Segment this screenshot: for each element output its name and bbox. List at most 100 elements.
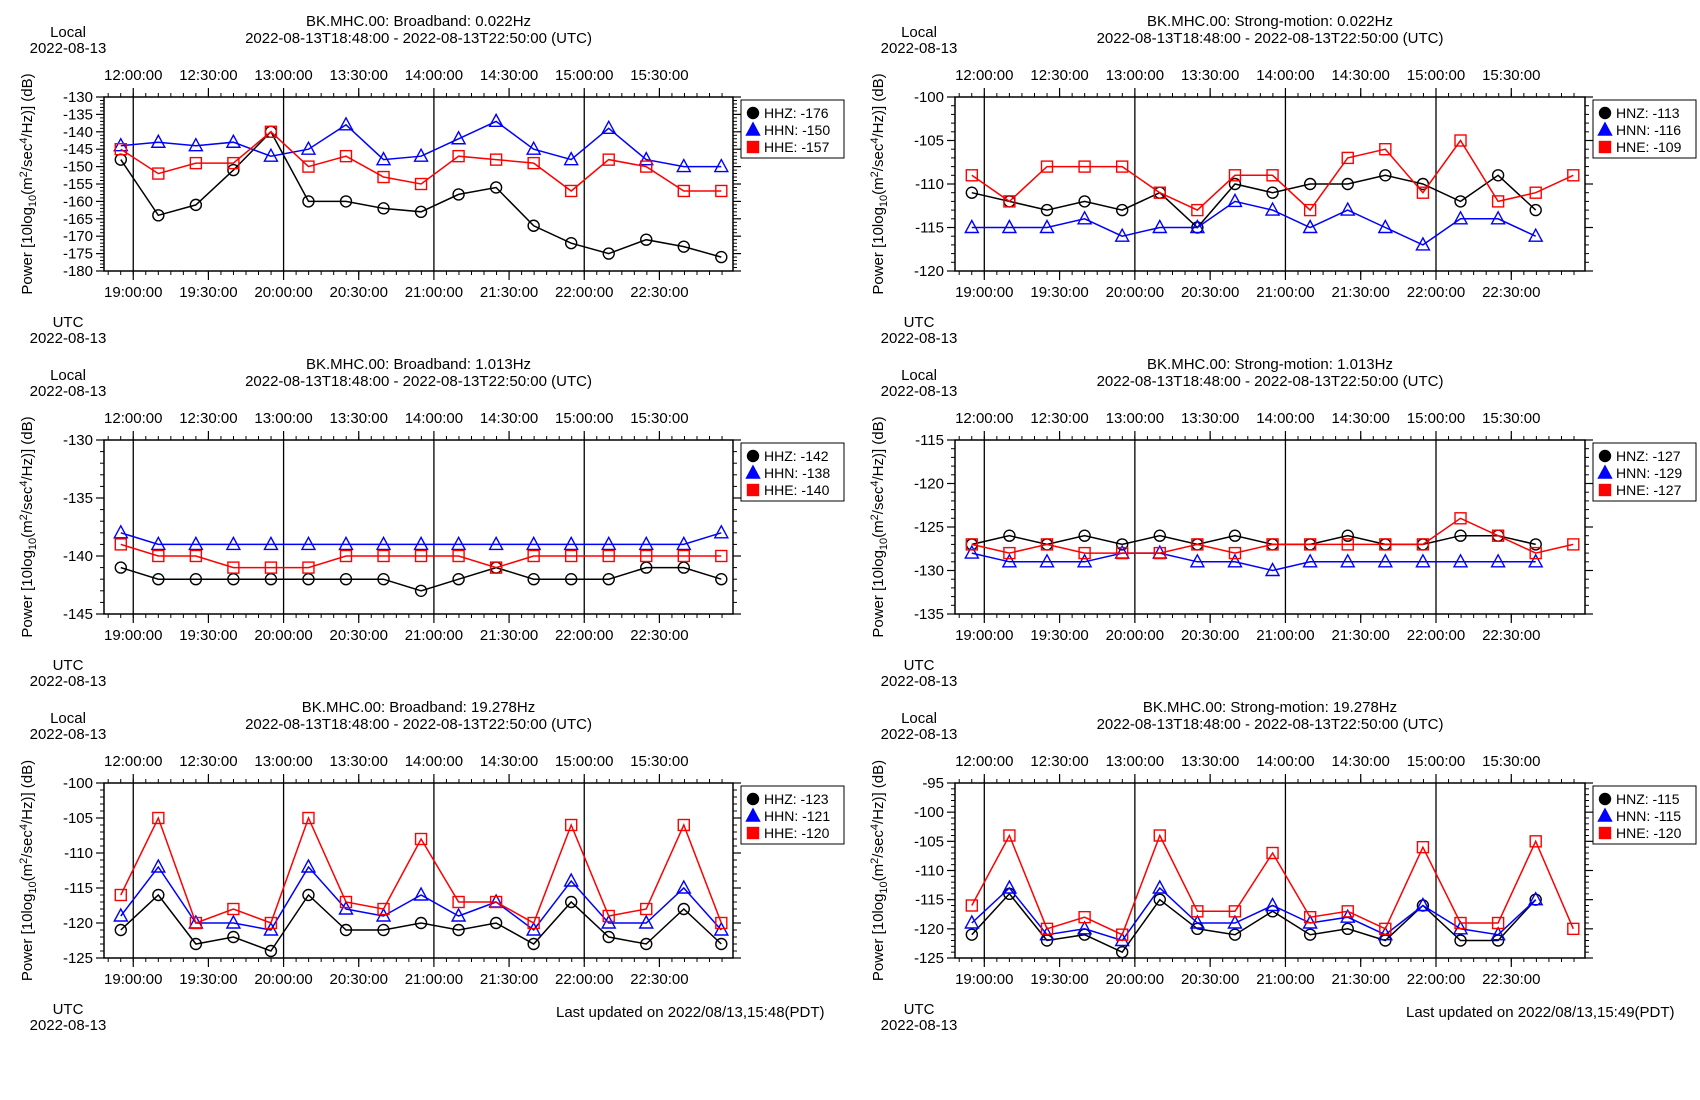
y-tick-label: -120: [914, 476, 944, 493]
x-tick-label-utc: 21:30:00: [1332, 971, 1390, 988]
data-point: [527, 937, 540, 951]
x-tick-label-utc: 20:30:00: [1181, 971, 1239, 988]
legend-marker: [746, 106, 760, 120]
data-point: [1490, 553, 1506, 568]
data-point: [1078, 546, 1091, 560]
series-line: [120, 566, 722, 592]
x-tick-label-utc: 20:30:00: [330, 971, 388, 988]
data-point: [450, 535, 467, 551]
y-tick-label: -140: [63, 124, 93, 141]
data-point: [601, 119, 617, 135]
x-tick-label-local: 14:00:00: [1256, 753, 1314, 770]
data-point: [1567, 169, 1580, 182]
data-point: [1491, 916, 1505, 930]
x-tick-label-local: 12:00:00: [955, 410, 1013, 427]
chart-subtitle: 2022-08-13T18:48:00 - 2022-08-13T22:50:0…: [1097, 30, 1444, 47]
data-point: [489, 153, 503, 166]
y-tick-label: -100: [63, 775, 93, 792]
series-line: [971, 833, 1574, 936]
plot-frame: [103, 439, 734, 615]
data-point: [414, 177, 428, 191]
data-point: [1266, 186, 1279, 199]
legend-label: HHE: -157: [764, 139, 830, 155]
y-tick-label: -95: [922, 775, 944, 792]
data-point: [1340, 553, 1356, 568]
y-tick-label: -170: [63, 228, 93, 245]
x-tick-label-utc: 19:30:00: [179, 627, 237, 644]
data-point: [677, 549, 690, 563]
data-point: [676, 158, 692, 173]
y-axis-label-part: 2: [18, 514, 30, 520]
data-point: [377, 923, 390, 937]
x-tick-label-utc: 20:00:00: [254, 284, 312, 301]
x-tick-label-utc: 19:30:00: [1030, 971, 1088, 988]
y-axis-label-part: Power [10log: [19, 894, 36, 982]
local-label: Local: [901, 367, 937, 384]
chart-subtitle: 2022-08-13T18:48:00 - 2022-08-13T22:50:0…: [245, 30, 592, 47]
data-point: [300, 140, 317, 155]
x-tick-label-local: 15:00:00: [1407, 410, 1465, 427]
data-point: [1228, 177, 1242, 191]
x-tick-label-local: 15:00:00: [555, 410, 613, 427]
y-axis-label-part: Power [10log: [870, 894, 887, 982]
legend-label: HHE: -120: [764, 825, 830, 841]
data-point: [488, 535, 504, 551]
data-point: [225, 914, 242, 929]
data-point: [1341, 922, 1354, 936]
series-e: [965, 829, 1580, 941]
y-tick-label: -115: [915, 432, 944, 449]
data-point: [302, 195, 315, 208]
y-tick-label: -175: [63, 246, 93, 263]
data-point: [1379, 169, 1392, 182]
x-tick-label-utc: 21:30:00: [480, 284, 538, 301]
data-point: [638, 914, 654, 929]
y-tick-label: -100: [914, 89, 944, 106]
series-line: [120, 815, 723, 925]
data-point: [1454, 934, 1467, 947]
x-tick-label-utc: 21:00:00: [1256, 971, 1314, 988]
data-point: [338, 116, 354, 131]
x-tick-label-utc: 19:00:00: [104, 971, 162, 988]
x-tick-label-utc: 22:30:00: [630, 284, 688, 301]
x-tick-label-utc: 20:00:00: [1106, 971, 1164, 988]
data-point: [965, 899, 979, 912]
local-date: 2022-08-13: [30, 383, 107, 400]
x-tick-label-utc: 19:00:00: [104, 284, 162, 301]
series-e: [114, 538, 728, 574]
data-point: [713, 158, 729, 173]
data-point: [1341, 905, 1354, 918]
x-tick-label-local: 14:30:00: [1332, 410, 1390, 427]
y-tick-label: -100: [914, 804, 944, 821]
data-point: [1264, 897, 1281, 912]
data-point: [150, 535, 167, 551]
data-point: [1490, 926, 1506, 941]
data-point: [1115, 928, 1129, 941]
series-e: [114, 125, 728, 198]
last-updated-right: Last updated on 2022/08/13,15:49(PDT): [1406, 1004, 1675, 1021]
data-point: [489, 561, 503, 574]
data-point: [1228, 546, 1242, 560]
y-tick-label: -145: [63, 141, 93, 158]
series-z: [114, 888, 728, 958]
y-tick-label: -140: [63, 548, 93, 565]
data-point: [638, 535, 654, 551]
y-axis-label-part: 4: [18, 824, 30, 830]
local-date: 2022-08-13: [881, 726, 958, 743]
x-tick-label-local: 12:00:00: [955, 67, 1013, 84]
data-point: [563, 535, 579, 551]
x-tick-label-utc: 21:30:00: [1332, 284, 1390, 301]
x-tick-label-local: 13:00:00: [254, 753, 312, 770]
x-tick-label-utc: 20:30:00: [1181, 284, 1239, 301]
data-point: [525, 140, 542, 155]
local-label: Local: [901, 710, 937, 727]
x-tick-label-local: 12:30:00: [179, 410, 237, 427]
data-point: [564, 184, 578, 198]
data-point: [188, 535, 204, 551]
local-date: 2022-08-13: [30, 40, 107, 57]
data-point: [563, 151, 579, 166]
data-point: [1153, 529, 1166, 542]
data-point: [1340, 201, 1356, 216]
y-axis-label-part: 4: [869, 481, 881, 487]
chart-subtitle: 2022-08-13T18:48:00 - 2022-08-13T22:50:0…: [1097, 716, 1444, 733]
data-point: [564, 818, 578, 832]
